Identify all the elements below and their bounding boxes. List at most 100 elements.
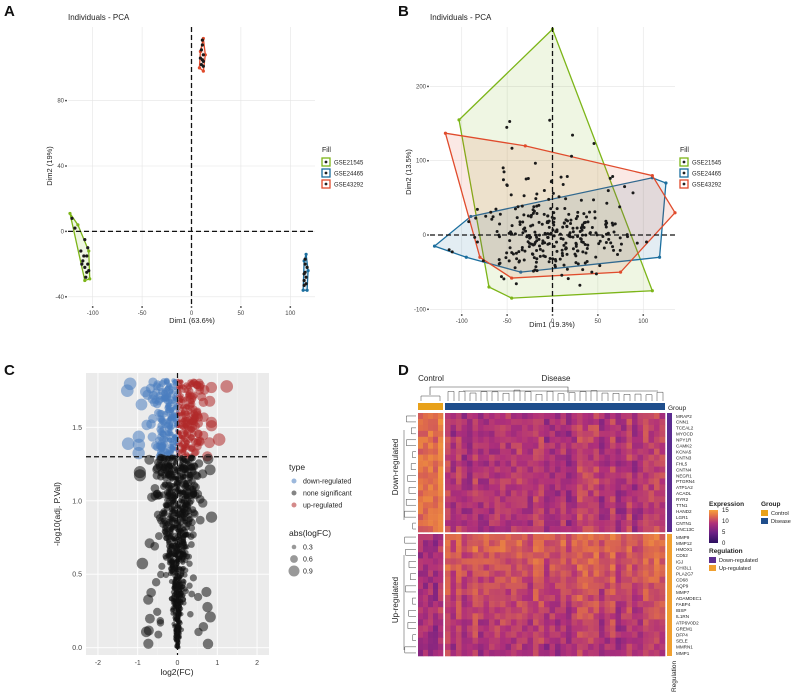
heatmap-cell bbox=[456, 534, 462, 541]
heatmap-cell bbox=[582, 552, 589, 559]
panel-label-b: B bbox=[398, 3, 409, 20]
heatmap-cell bbox=[516, 413, 523, 420]
heatmap-cell bbox=[428, 613, 434, 620]
panel-d-row-dendrogram bbox=[403, 415, 416, 654]
heatmap-cell bbox=[500, 643, 506, 651]
heatmap-cell bbox=[533, 595, 539, 602]
heatmap-cell bbox=[511, 413, 517, 420]
data-point bbox=[551, 191, 555, 195]
volcano-point-up bbox=[183, 403, 189, 410]
heatmap-cell bbox=[438, 534, 444, 541]
heatmap-cell bbox=[418, 582, 424, 590]
heatmap-cell bbox=[483, 466, 490, 473]
heatmap-cell bbox=[461, 631, 468, 638]
heatmap-cell bbox=[423, 619, 429, 626]
heatmap-cell bbox=[428, 508, 434, 515]
heatmap-cell bbox=[654, 526, 660, 533]
heatmap-cell bbox=[549, 576, 556, 584]
heatmap-cell bbox=[599, 526, 605, 533]
heatmap-cell bbox=[577, 514, 583, 521]
heatmap-cell bbox=[418, 413, 424, 420]
data-point bbox=[560, 251, 564, 255]
heatmap-cell bbox=[478, 478, 484, 485]
heatmap-cell bbox=[527, 448, 534, 455]
heatmap-cell bbox=[643, 582, 649, 590]
heatmap-cell bbox=[604, 552, 611, 559]
heatmap-cell bbox=[659, 508, 666, 515]
heatmap-cell bbox=[438, 613, 444, 620]
panel-a-xlabel: Dim1 (63.6%) bbox=[169, 316, 215, 325]
volcano-point-none bbox=[179, 512, 184, 517]
heatmap-cell bbox=[467, 454, 473, 461]
heatmap-cell bbox=[593, 546, 600, 553]
data-point bbox=[590, 270, 594, 274]
heatmap-cell bbox=[433, 502, 439, 509]
heatmap-cell bbox=[445, 625, 451, 632]
heatmap-cell bbox=[428, 534, 434, 541]
heatmap-cell bbox=[632, 436, 638, 444]
heatmap-cell bbox=[626, 649, 633, 657]
volcano-point-none bbox=[173, 532, 178, 537]
volcano-point-none bbox=[188, 463, 196, 471]
y-tick-mark bbox=[427, 85, 429, 88]
heatmap-cell bbox=[637, 424, 644, 432]
heatmap-cell bbox=[615, 526, 622, 533]
panel-d-column-dendrogram bbox=[420, 386, 664, 401]
volcano-point-none bbox=[175, 568, 180, 573]
heatmap-cell bbox=[654, 484, 660, 491]
data-point bbox=[564, 241, 568, 245]
heatmap-cell bbox=[516, 564, 523, 571]
heatmap-cell bbox=[472, 637, 479, 645]
data-point bbox=[565, 252, 569, 256]
data-point bbox=[302, 272, 306, 276]
heatmap-cell bbox=[582, 576, 589, 584]
heatmap-cell bbox=[610, 490, 616, 497]
heatmap-cell bbox=[659, 649, 666, 657]
heatmap-cell bbox=[489, 619, 495, 626]
heatmap-cell bbox=[433, 619, 439, 626]
heatmap-cell bbox=[450, 430, 457, 438]
volcano-point-none bbox=[179, 527, 184, 533]
heatmap-cell bbox=[549, 448, 556, 455]
gene-label: MMP12 bbox=[676, 541, 692, 546]
regulation-legend-key-Down-regulated bbox=[709, 557, 716, 563]
heatmap-cell bbox=[489, 484, 495, 491]
heatmap-cell bbox=[566, 625, 572, 632]
heatmap-cell bbox=[604, 595, 611, 602]
heatmap-cell bbox=[577, 625, 583, 632]
heatmap-cell bbox=[489, 601, 495, 608]
data-point bbox=[605, 221, 609, 225]
heatmap-cell bbox=[632, 454, 638, 461]
heatmap-cell bbox=[632, 643, 638, 651]
heatmap-cell bbox=[599, 418, 605, 426]
heatmap-cell bbox=[538, 631, 545, 638]
heatmap-cell bbox=[643, 520, 649, 527]
heatmap-cell bbox=[489, 413, 495, 420]
heatmap-cell bbox=[538, 546, 545, 553]
heatmap-cell bbox=[450, 595, 457, 602]
volcano-point-up bbox=[189, 395, 197, 403]
heatmap-cell bbox=[621, 454, 627, 461]
heatmap-cell bbox=[643, 496, 649, 503]
heatmap-cell bbox=[505, 514, 512, 521]
volcano-point-none bbox=[176, 509, 180, 514]
volcano-point-none bbox=[172, 461, 177, 466]
heatmap-cell bbox=[593, 430, 600, 438]
volcano-point-none bbox=[198, 498, 208, 508]
heatmap-cell bbox=[450, 588, 457, 596]
heatmap-cell bbox=[544, 619, 550, 626]
heatmap-cell bbox=[621, 546, 627, 553]
heatmap-cell bbox=[571, 484, 578, 491]
heatmap-cell bbox=[483, 534, 490, 541]
heatmap-cell bbox=[571, 418, 578, 426]
heatmap-cell bbox=[549, 430, 556, 438]
volcano-point-none bbox=[179, 571, 185, 576]
heatmap-cell bbox=[533, 490, 539, 497]
heatmap-cell bbox=[588, 466, 594, 473]
heatmap-cell bbox=[571, 460, 578, 467]
heatmap-cell bbox=[588, 526, 594, 533]
heatmap-cell bbox=[538, 552, 545, 559]
heatmap-cell bbox=[566, 607, 572, 614]
heatmap-cell bbox=[428, 413, 434, 420]
heatmap-cell bbox=[423, 520, 429, 527]
